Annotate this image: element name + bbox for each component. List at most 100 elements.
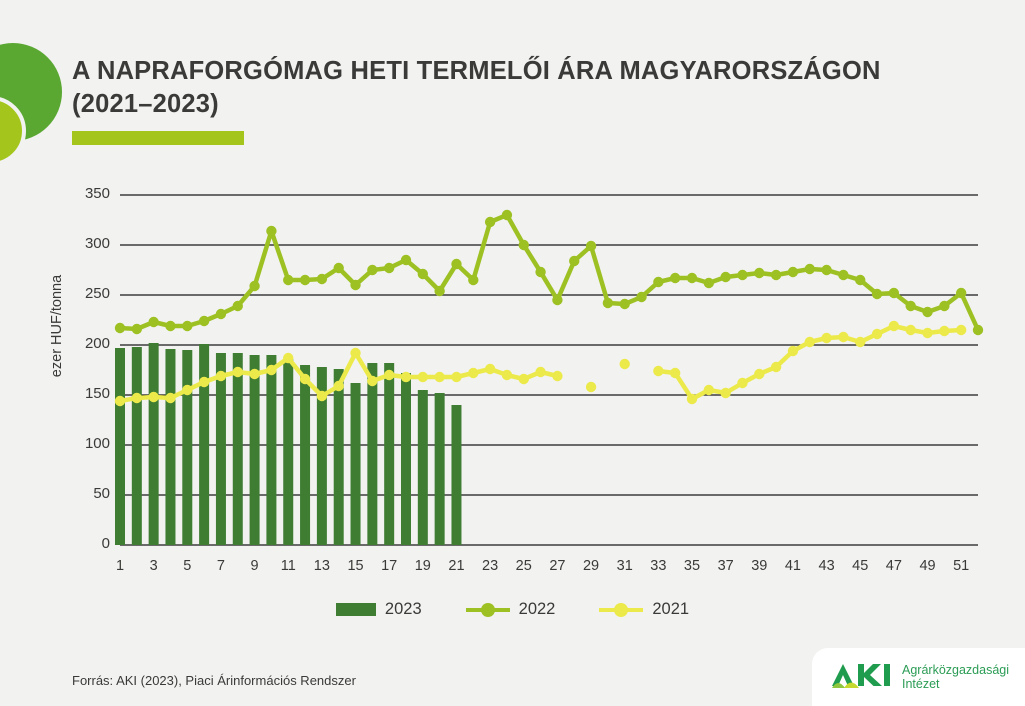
marker-2021 bbox=[165, 392, 176, 404]
marker-2022 bbox=[686, 272, 698, 284]
marker-2021 bbox=[955, 324, 967, 336]
bar-2023 bbox=[249, 355, 260, 545]
lines-group bbox=[114, 209, 984, 407]
marker-2022 bbox=[198, 315, 210, 327]
x-tick-label: 5 bbox=[183, 558, 192, 574]
y-tick-label: 250 bbox=[84, 285, 110, 302]
x-tick-label: 7 bbox=[216, 558, 225, 574]
marker-2021 bbox=[754, 368, 765, 380]
legend-item-2021[interactable]: 2021 bbox=[599, 600, 689, 619]
line-2022 bbox=[117, 212, 981, 333]
x-tick-label: 25 bbox=[515, 558, 532, 574]
marker-2021 bbox=[838, 331, 849, 343]
bar-2023 bbox=[148, 343, 159, 545]
marker-2021 bbox=[484, 363, 496, 375]
x-tick-label: 47 bbox=[885, 558, 902, 574]
marker-2022 bbox=[636, 291, 647, 303]
marker-2021 bbox=[350, 347, 361, 359]
title-accent-rule bbox=[72, 131, 244, 146]
marker-2021 bbox=[333, 380, 344, 392]
marker-2022 bbox=[232, 300, 243, 312]
marker-2021 bbox=[131, 392, 143, 404]
marker-2022 bbox=[737, 269, 748, 281]
x-tick-label: 23 bbox=[482, 558, 499, 574]
marker-2021 bbox=[182, 384, 193, 396]
marker-2022 bbox=[855, 274, 866, 286]
bar-2023 bbox=[350, 383, 361, 545]
x-tick-label: 35 bbox=[683, 558, 701, 574]
x-tick-label: 11 bbox=[280, 558, 296, 574]
marker-2022 bbox=[400, 254, 412, 266]
marker-2021 bbox=[518, 373, 529, 385]
x-tick-label: 1 bbox=[115, 558, 125, 574]
x-tick-label: 39 bbox=[751, 558, 768, 574]
marker-2022 bbox=[417, 268, 429, 280]
bar-2023 bbox=[283, 359, 294, 545]
legend-swatch-line-icon bbox=[465, 602, 510, 617]
marker-2022 bbox=[770, 269, 782, 281]
marker-2022 bbox=[383, 262, 395, 274]
marker-2021 bbox=[316, 390, 328, 402]
marker-2022 bbox=[350, 279, 361, 291]
marker-2022 bbox=[838, 269, 849, 281]
marker-2022 bbox=[114, 322, 126, 334]
marker-2021 bbox=[804, 336, 815, 348]
legend-swatch-bar-icon bbox=[335, 603, 376, 616]
marker-2021 bbox=[114, 395, 126, 407]
legend-swatch-line-icon bbox=[599, 602, 644, 617]
aki-logo-name-line1: Agrárközgazdasági bbox=[902, 662, 1010, 677]
bar-2023 bbox=[451, 405, 462, 545]
marker-2021 bbox=[619, 358, 630, 370]
x-tick-label: 19 bbox=[414, 558, 431, 574]
bar-2023 bbox=[131, 347, 142, 545]
x-tick-label: 9 bbox=[250, 558, 259, 574]
marker-2022 bbox=[888, 287, 900, 299]
y-tick-label: 50 bbox=[93, 485, 110, 502]
marker-2022 bbox=[972, 324, 984, 336]
aki-logo-name-line2: Intézet bbox=[902, 677, 940, 691]
marker-2022 bbox=[266, 225, 277, 237]
legend-item-2022[interactable]: 2022 bbox=[465, 600, 555, 619]
chart-title-line1: A NAPRAFORGÓMAG HETI TERMELŐI ÁRA MAGYAR… bbox=[72, 57, 881, 85]
marker-2021 bbox=[417, 371, 429, 383]
bar-2023 bbox=[115, 348, 125, 545]
bar-2023 bbox=[434, 393, 445, 545]
marker-2022 bbox=[905, 300, 916, 312]
bar-2023 bbox=[215, 353, 226, 545]
marker-2022 bbox=[283, 274, 294, 286]
marker-2021 bbox=[535, 366, 546, 378]
bar-2023 bbox=[384, 363, 395, 545]
marker-2021 bbox=[939, 325, 950, 337]
marker-2022 bbox=[316, 273, 328, 285]
marker-2022 bbox=[535, 266, 546, 278]
aki-logo-mark-icon bbox=[832, 664, 890, 688]
x-tick-label: 3 bbox=[149, 558, 158, 574]
marker-2021 bbox=[249, 368, 260, 380]
legend-item-2023[interactable]: 2023 bbox=[335, 600, 422, 619]
x-tick-label: 29 bbox=[582, 558, 600, 574]
marker-2022 bbox=[367, 264, 378, 276]
marker-2022 bbox=[871, 288, 883, 300]
x-tick-label: 51 bbox=[953, 558, 970, 574]
marker-2022 bbox=[569, 255, 580, 267]
marker-2021 bbox=[266, 364, 277, 376]
marker-2022 bbox=[922, 306, 933, 318]
marker-2022 bbox=[703, 277, 715, 289]
marker-2021 bbox=[770, 361, 782, 373]
bar-2023 bbox=[417, 390, 428, 545]
legend-label: 2021 bbox=[652, 600, 690, 618]
bar-2023 bbox=[266, 355, 277, 545]
marker-2021 bbox=[451, 371, 462, 383]
marker-2021 bbox=[434, 371, 445, 383]
chart-title-line2: (2021–2023) bbox=[72, 89, 219, 118]
marker-2022 bbox=[804, 263, 815, 275]
bars-group bbox=[115, 343, 462, 545]
bar-2023 bbox=[165, 349, 176, 545]
y-tick-label: 300 bbox=[84, 235, 110, 252]
marker-2021 bbox=[367, 375, 378, 387]
marker-2021 bbox=[720, 387, 731, 399]
bar-2023 bbox=[367, 363, 378, 545]
marker-2021 bbox=[787, 345, 799, 357]
marker-2022 bbox=[165, 320, 176, 332]
